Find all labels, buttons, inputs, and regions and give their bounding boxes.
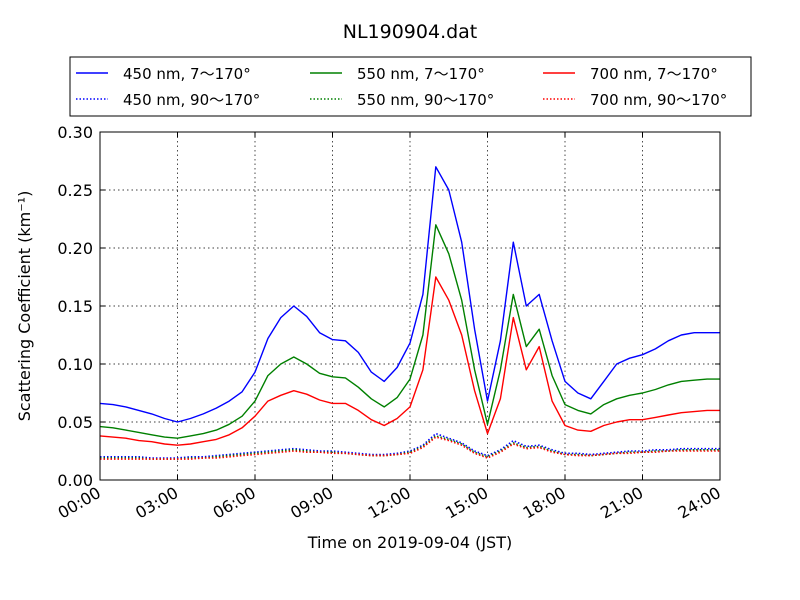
legend: 450 nm, 7～170° 550 nm, 7～170° 700 nm, 7～17… <box>69 56 752 117</box>
x-axis-label: Time on 2019-09-04 (JST) <box>307 533 512 552</box>
y-tick-label: 0.30 <box>57 123 93 142</box>
y-tick-label: 0.25 <box>57 181 93 200</box>
series-line-700-nm-7-170 <box>99 276 720 446</box>
y-tick-label: 0.05 <box>57 413 93 432</box>
legend-label: 550 nm, 90～170° <box>357 91 494 109</box>
y-axis-label: Scattering Coefficient (km⁻¹) <box>15 191 34 422</box>
y-tick-label: 0.00 <box>57 471 93 490</box>
legend-label: 700 nm, 7～170° <box>590 65 718 83</box>
chart-title: NL190904.dat <box>343 21 478 43</box>
series-line-700-nm-90-170 <box>100 436 720 460</box>
legend-label: 550 nm, 7～170° <box>357 65 485 83</box>
legend-label: 450 nm, 90～170° <box>123 91 260 109</box>
series-line-450-nm-7-170 <box>99 166 720 423</box>
y-tick-label: 0.10 <box>57 355 93 374</box>
legend-label: 700 nm, 90～170° <box>590 91 727 109</box>
legend-frame <box>69 56 752 117</box>
legend-label: 450 nm, 7～170° <box>123 65 251 83</box>
series-line-550-nm-7-170 <box>99 224 720 439</box>
series-layer <box>99 166 720 460</box>
y-tick-label: 0.20 <box>57 239 93 258</box>
y-tick-label: 0.15 <box>57 297 93 316</box>
